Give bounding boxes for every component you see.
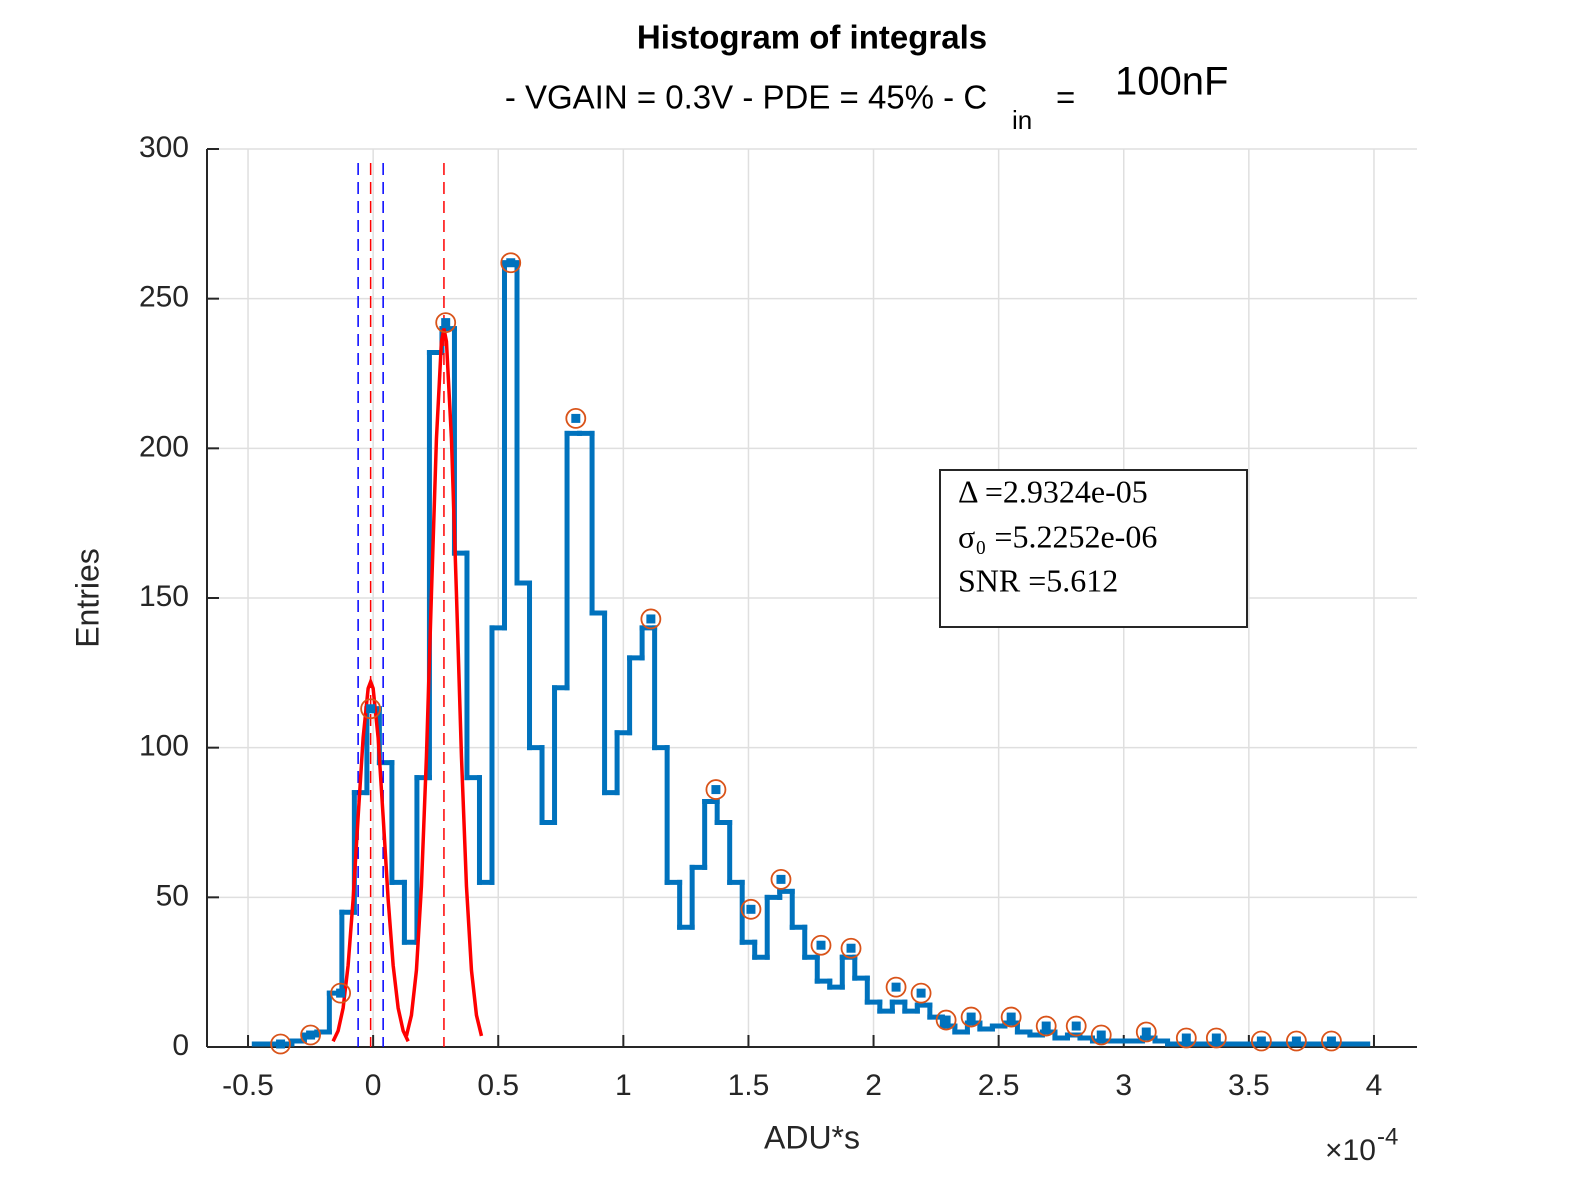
y-tick-label: 0 xyxy=(172,1029,189,1062)
peak-square xyxy=(966,1012,976,1022)
peak-circle xyxy=(300,1024,321,1046)
peak-square xyxy=(441,318,451,328)
peak-square xyxy=(276,1039,286,1049)
fit-curve xyxy=(404,328,484,1037)
peak-circle xyxy=(885,976,907,998)
peak-square xyxy=(571,413,581,423)
peak-circle xyxy=(500,252,522,274)
peak-square xyxy=(1256,1036,1266,1046)
peak-circle xyxy=(1286,1030,1307,1052)
peak-square xyxy=(711,785,721,795)
y-tick-label: 100 xyxy=(139,730,189,763)
x-tick-label: 2.5 xyxy=(978,1069,1020,1102)
peak-circle xyxy=(935,1009,957,1031)
y-tick-label: 200 xyxy=(139,430,189,463)
y-tick-label: 50 xyxy=(156,879,189,912)
x-tick-label: 0 xyxy=(365,1069,382,1102)
peak-square xyxy=(846,943,856,953)
peak-square xyxy=(891,982,901,992)
peak-circle xyxy=(705,779,727,800)
peak-square xyxy=(816,940,826,950)
peak-square xyxy=(1291,1036,1301,1046)
y-tick-label: 150 xyxy=(139,580,189,613)
peak-square xyxy=(1141,1027,1151,1037)
x-tick-label: -0.5 xyxy=(222,1069,274,1102)
x-tick-label: 1 xyxy=(615,1069,632,1102)
peak-square xyxy=(1326,1036,1336,1046)
peak-square xyxy=(746,904,756,914)
peak-circle xyxy=(840,937,862,959)
annotation: 100nF xyxy=(1115,60,1228,104)
stats-line: σ₀ =5.2252e-06 xyxy=(958,518,1157,554)
stats-line: Δ =2.9324e-05 xyxy=(958,473,1148,509)
stats-box xyxy=(939,469,1248,628)
x-tick-label: 2 xyxy=(865,1069,882,1102)
x-tick-label: 1.5 xyxy=(728,1069,770,1102)
x-exponent: -4 xyxy=(1377,1123,1398,1150)
peak-circle xyxy=(1321,1030,1342,1052)
peak-circle xyxy=(1065,1015,1087,1037)
peak-square xyxy=(1211,1033,1221,1043)
peak-square xyxy=(506,258,516,268)
peak-square xyxy=(776,874,786,884)
peak-square xyxy=(646,614,656,624)
x-exponent-base: ×10 xyxy=(1325,1134,1376,1167)
peak-square xyxy=(1096,1030,1106,1040)
x-tick-label: 4 xyxy=(1366,1069,1383,1102)
peak-square xyxy=(1006,1012,1016,1022)
peak-square xyxy=(1071,1021,1081,1031)
peak-circle xyxy=(1000,1006,1022,1028)
chart-subtitle: - VGAIN = 0.3V - PDE = 45% - C xyxy=(505,79,987,116)
fit-curve xyxy=(331,676,410,1043)
subtitle-end: = xyxy=(1056,79,1075,116)
peak-circle xyxy=(1205,1027,1227,1049)
peak-circle xyxy=(1090,1024,1112,1046)
x-axis-label: ADU*s xyxy=(764,1119,860,1155)
peak-circle xyxy=(330,982,352,1004)
x-tick-label: 3.5 xyxy=(1228,1069,1270,1102)
subtitle-subscript: in xyxy=(1012,105,1032,135)
peak-square xyxy=(1041,1021,1051,1031)
x-tick-label: 3 xyxy=(1115,1069,1132,1102)
peak-circle xyxy=(270,1033,291,1055)
peak-square xyxy=(336,988,346,998)
chart-title: Histogram of integrals xyxy=(637,19,987,56)
peak-circle xyxy=(740,898,762,920)
peak-circle xyxy=(360,698,382,720)
peak-square xyxy=(366,704,376,714)
peak-circle xyxy=(1250,1030,1272,1052)
stats-line: SNR =5.612 xyxy=(958,562,1118,598)
peak-square xyxy=(306,1030,316,1040)
peak-circle xyxy=(565,407,587,429)
peak-square xyxy=(1181,1033,1191,1043)
y-tick-label: 250 xyxy=(139,281,189,314)
y-axis-label: Entries xyxy=(69,548,105,648)
peak-circle xyxy=(435,312,457,334)
peak-square xyxy=(916,988,926,998)
peak-circle xyxy=(1175,1027,1197,1049)
peak-circle xyxy=(960,1006,982,1028)
peak-circle xyxy=(1035,1015,1057,1037)
peak-circle xyxy=(810,934,832,956)
x-tick-label: 0.5 xyxy=(477,1069,519,1102)
peak-circle xyxy=(770,868,792,890)
peak-circle xyxy=(640,608,662,630)
peak-circle xyxy=(1135,1021,1157,1043)
peak-circle xyxy=(910,982,932,1004)
peak-square xyxy=(941,1015,951,1025)
y-tick-label: 300 xyxy=(139,131,189,164)
